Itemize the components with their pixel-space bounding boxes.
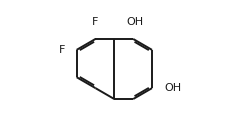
Text: OH: OH: [126, 17, 143, 27]
Text: F: F: [59, 45, 65, 55]
Text: OH: OH: [164, 83, 182, 93]
Text: F: F: [92, 17, 99, 27]
